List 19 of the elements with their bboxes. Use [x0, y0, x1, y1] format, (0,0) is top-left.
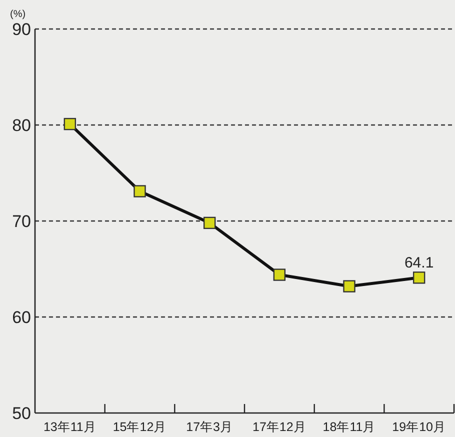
- x-tick-label: 19年10月: [392, 420, 446, 434]
- y-tick-label: 90: [12, 20, 31, 39]
- point: [273, 268, 286, 281]
- y-axis-title: (%): [10, 9, 26, 20]
- x-tick-label: 17年12月: [252, 420, 306, 434]
- x-tick-label: 18年11月: [322, 420, 376, 434]
- x-tick-label: 13年11月: [43, 420, 96, 434]
- x-tick-label: 17年3月: [186, 420, 234, 434]
- y-tick-label: 60: [12, 308, 31, 327]
- x-tick-label: 15年12月: [112, 420, 167, 434]
- y-tick-label: 50: [12, 404, 31, 423]
- point: [134, 185, 146, 198]
- y-tick-label: 80: [12, 116, 31, 135]
- point: [343, 280, 356, 292]
- point: [203, 216, 216, 230]
- point: [412, 272, 426, 284]
- data-label: 64.1: [404, 254, 434, 272]
- y-tick-label: 70: [12, 212, 31, 231]
- point: [64, 118, 76, 130]
